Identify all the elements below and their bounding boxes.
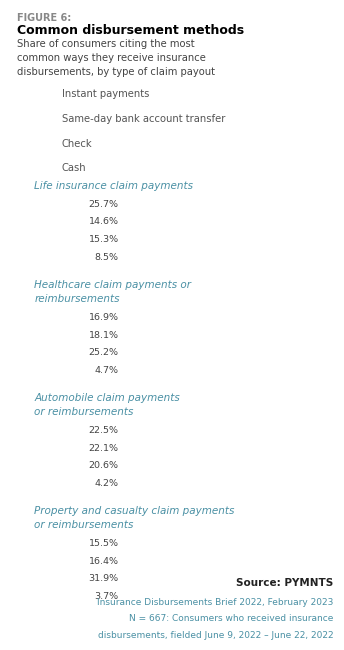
Text: 4.2%: 4.2% bbox=[95, 479, 119, 488]
Text: 22.1%: 22.1% bbox=[89, 444, 119, 452]
Text: 8.5%: 8.5% bbox=[95, 253, 119, 261]
Text: Share of consumers citing the most
common ways they receive insurance
disburseme: Share of consumers citing the most commo… bbox=[17, 39, 215, 77]
Text: or reimbursements: or reimbursements bbox=[34, 407, 134, 417]
Text: 22.5%: 22.5% bbox=[89, 426, 119, 435]
Text: 25.7%: 25.7% bbox=[89, 200, 119, 209]
Text: Life insurance claim payments: Life insurance claim payments bbox=[34, 181, 193, 190]
Text: Healthcare claim payments or: Healthcare claim payments or bbox=[34, 280, 191, 289]
Text: Common disbursement methods: Common disbursement methods bbox=[17, 24, 244, 37]
Text: disbursements, fielded June 9, 2022 – June 22, 2022: disbursements, fielded June 9, 2022 – Ju… bbox=[98, 630, 334, 640]
Text: 4.7%: 4.7% bbox=[95, 366, 119, 374]
Text: 25.2%: 25.2% bbox=[89, 348, 119, 357]
Text: 20.6%: 20.6% bbox=[89, 462, 119, 470]
Text: Insurance Disbursements Brief 2022, February 2023: Insurance Disbursements Brief 2022, Febr… bbox=[97, 598, 334, 607]
Text: 16.4%: 16.4% bbox=[89, 557, 119, 566]
Text: 16.9%: 16.9% bbox=[89, 313, 119, 322]
Text: 31.9%: 31.9% bbox=[88, 575, 119, 583]
Text: reimbursements: reimbursements bbox=[34, 294, 120, 304]
Text: Instant payments: Instant payments bbox=[62, 89, 149, 99]
Text: or reimbursements: or reimbursements bbox=[34, 520, 134, 530]
Text: N = 667: Consumers who received insurance: N = 667: Consumers who received insuranc… bbox=[129, 614, 334, 623]
Text: Same-day bank account transfer: Same-day bank account transfer bbox=[62, 114, 225, 124]
Text: Check: Check bbox=[62, 138, 93, 149]
Text: Cash: Cash bbox=[62, 163, 87, 174]
Text: 15.5%: 15.5% bbox=[89, 540, 119, 548]
Text: 15.3%: 15.3% bbox=[88, 235, 119, 244]
Text: 18.1%: 18.1% bbox=[89, 331, 119, 339]
Text: Source: PYMNTS: Source: PYMNTS bbox=[236, 578, 334, 588]
Text: Automobile claim payments: Automobile claim payments bbox=[34, 393, 180, 402]
Text: 3.7%: 3.7% bbox=[95, 592, 119, 601]
Text: 14.6%: 14.6% bbox=[89, 218, 119, 226]
Text: Property and casualty claim payments: Property and casualty claim payments bbox=[34, 506, 235, 515]
Text: FIGURE 6:: FIGURE 6: bbox=[17, 13, 72, 23]
